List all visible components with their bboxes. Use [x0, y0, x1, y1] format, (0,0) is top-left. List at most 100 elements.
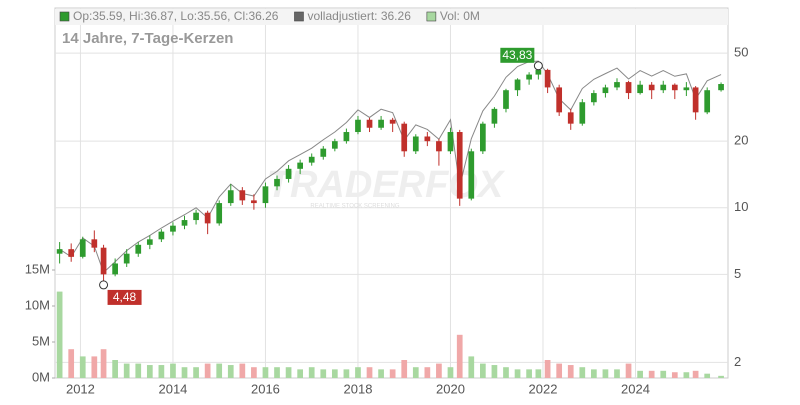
extreme-label: 43,83 [502, 48, 532, 62]
volume-bar [56, 291, 63, 378]
candle-body [251, 200, 257, 204]
volume-bar [308, 367, 315, 378]
volume-bar [343, 369, 350, 378]
candle-body [692, 87, 699, 113]
volume-bar [91, 356, 98, 378]
candle-body [135, 244, 142, 254]
volume-bar [216, 363, 223, 378]
candle-body [591, 93, 597, 103]
volume-bar [424, 367, 431, 378]
volume-bar [331, 369, 338, 378]
candle-body [112, 263, 118, 275]
volume-bar [251, 367, 257, 378]
candle-body [308, 156, 315, 163]
candle-body [204, 212, 211, 224]
extreme-label: 4,48 [113, 290, 137, 304]
volume-bar [491, 365, 498, 378]
candle-body [389, 119, 396, 124]
y-tick-label: 50 [734, 45, 748, 60]
volume-bar [526, 369, 532, 378]
candle-body [660, 84, 667, 91]
candle-body [683, 87, 690, 91]
candle-body [100, 247, 107, 275]
legend-swatch [426, 11, 437, 22]
volume-bar [637, 370, 643, 378]
volume-bar [378, 369, 384, 378]
volume-bar [591, 369, 597, 378]
candle-body [216, 203, 223, 224]
candle-body [535, 69, 542, 75]
candle-body [480, 123, 486, 152]
y-tick-label: 5 [734, 266, 741, 281]
legend-text: volladjustiert: 36.26 [307, 9, 411, 23]
volume-bar [158, 365, 165, 378]
volume-bar [544, 360, 551, 378]
candle-body [637, 84, 643, 94]
volume-bar [579, 367, 586, 378]
volume-bar [535, 369, 542, 378]
x-tick-label: 2012 [66, 381, 95, 396]
candle-body [297, 162, 303, 169]
candle-body [704, 90, 711, 113]
volume-bar [567, 365, 574, 378]
chart-subtitle: 14 Jahre, 7-Tage-Kerzen [62, 30, 233, 47]
plot-area [54, 7, 729, 379]
extreme-marker [533, 61, 543, 71]
candle-body [285, 168, 292, 179]
candle-body [262, 186, 269, 204]
candle-body [239, 190, 246, 201]
volume-bar [704, 373, 711, 378]
candle-body [343, 132, 350, 142]
volume-bar [456, 334, 463, 378]
candle-body [602, 87, 609, 94]
candle-body [567, 112, 574, 124]
candle-body [468, 151, 475, 199]
extreme-marker [99, 280, 109, 290]
candle-body [123, 253, 130, 264]
candle-body [193, 212, 199, 221]
volume-tick-label: 10M [25, 297, 50, 312]
volume-bar [227, 365, 234, 378]
volume-bar [170, 363, 176, 378]
volume-bar [366, 367, 373, 378]
candle-body [514, 79, 521, 91]
volume-bar [204, 363, 211, 378]
adjusted-line [59, 60, 722, 274]
candle-body [56, 249, 63, 254]
volume-bar [112, 360, 118, 378]
watermark: TRADERFOX [267, 164, 506, 206]
y-tick-label: 20 [734, 133, 748, 148]
volume-bar [447, 367, 454, 378]
volume-bar [181, 367, 188, 378]
candle-body [614, 82, 620, 88]
candle-body [181, 220, 188, 226]
candle-body [447, 132, 454, 152]
extreme-label-box [500, 47, 535, 63]
volume-bar [436, 363, 442, 378]
volume-bar [389, 369, 396, 378]
volume-bar [320, 369, 327, 378]
volume-bar [79, 356, 86, 378]
candle-body [378, 119, 384, 128]
volume-bar [285, 367, 292, 378]
candle-body [79, 239, 86, 257]
candle-body [91, 239, 98, 248]
candle-body [556, 87, 563, 113]
volume-bar [412, 367, 419, 378]
x-tick-label: 2022 [529, 381, 558, 396]
y-tick-label: 10 [734, 199, 748, 214]
candle-body [146, 239, 153, 245]
legend-text: Op:35.59, Hi:36.87, Lo:35.56, Cl:36.26 [73, 9, 279, 23]
volume-bar [692, 370, 699, 378]
x-tick-label: 2020 [436, 381, 465, 396]
volume-tick-label: 5M [32, 333, 50, 348]
volume-bar [625, 363, 632, 378]
volume-bar [146, 365, 153, 378]
candle-body [671, 84, 678, 91]
volume-bar [262, 367, 269, 378]
legend-swatch [294, 11, 304, 22]
volume-bar [514, 369, 521, 378]
volume-bar [274, 367, 280, 378]
candle-body [718, 84, 724, 91]
